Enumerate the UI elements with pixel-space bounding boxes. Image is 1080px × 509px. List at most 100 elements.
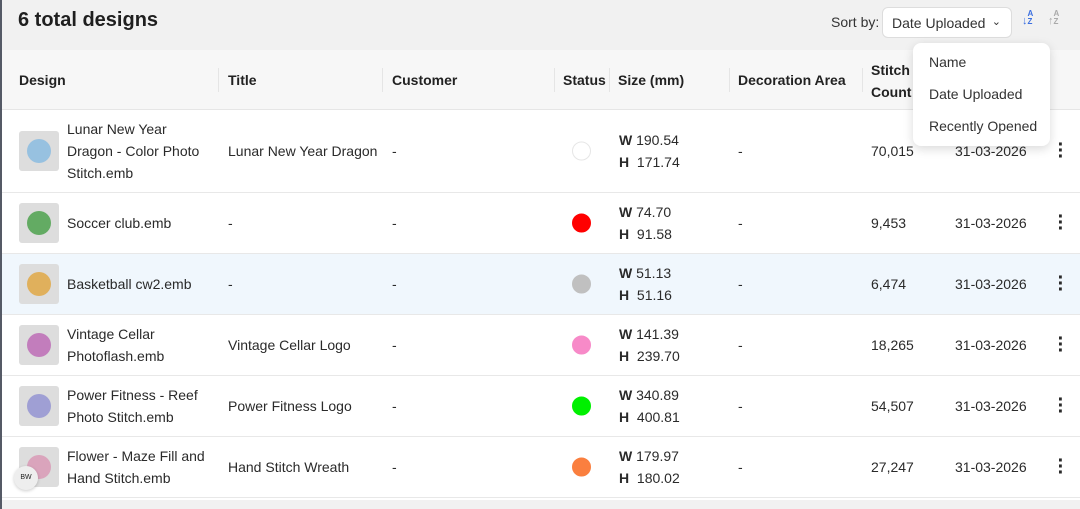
design-title: Vintage Cellar Logo bbox=[228, 337, 351, 353]
sort-option-recently-opened[interactable]: Recently Opened bbox=[929, 118, 1038, 134]
sort-select[interactable]: Date Uploaded ⌄ bbox=[882, 7, 1012, 38]
width-value: 141.39 bbox=[636, 326, 679, 342]
width-label: W bbox=[619, 265, 633, 281]
size: W 190.54 H 171.74 bbox=[619, 129, 680, 173]
status-dot bbox=[572, 141, 591, 161]
height-label: H bbox=[619, 348, 630, 364]
stitch-count: 9,453 bbox=[871, 215, 907, 231]
height-value: 180.02 bbox=[636, 470, 680, 486]
more-options-icon[interactable]: · · · bbox=[1057, 267, 1065, 301]
sort-option-date-uploaded[interactable]: Date Uploaded bbox=[929, 86, 1023, 102]
customer: - bbox=[392, 143, 397, 159]
height-value: 171.74 bbox=[636, 154, 680, 170]
design-name[interactable]: Vintage Cellar Photoflash.emb bbox=[67, 326, 165, 364]
col-stitch[interactable]: Stitch Count bbox=[871, 62, 912, 100]
stitch-count: 54,507 bbox=[871, 398, 914, 414]
decoration-area: - bbox=[738, 215, 743, 231]
size: W 74.70 H 91.58 bbox=[619, 201, 672, 245]
height-label: H bbox=[619, 470, 630, 486]
stitch-count: 70,015 bbox=[871, 143, 914, 159]
design-name[interactable]: Power Fitness - Reef Photo Stitch.emb bbox=[67, 387, 198, 425]
design-thumbnail bbox=[19, 203, 59, 243]
sort-az-up-icon[interactable]: ↑A Z bbox=[1048, 9, 1060, 27]
decoration-area: - bbox=[738, 337, 743, 353]
height-value: 239.70 bbox=[636, 348, 680, 364]
sort-label: Sort by: bbox=[831, 14, 880, 30]
date-uploaded: 31-03-2026 bbox=[955, 459, 1027, 475]
status-dot bbox=[572, 335, 591, 355]
col-size[interactable]: Size (mm) bbox=[618, 72, 685, 88]
size: W 340.89 H 400.81 bbox=[619, 384, 680, 428]
table-row[interactable]: Soccer club.emb - - W 74.70 H 91.58 - 9,4… bbox=[2, 193, 1080, 254]
width-label: W bbox=[619, 204, 633, 220]
decoration-area: - bbox=[738, 398, 743, 414]
size: W 179.97 H 180.02 bbox=[619, 445, 680, 489]
status-dot bbox=[572, 274, 591, 294]
sort-value: Date Uploaded bbox=[892, 15, 986, 31]
height-label: H bbox=[619, 287, 630, 303]
date-uploaded: 31-03-2026 bbox=[955, 215, 1027, 231]
design-title: - bbox=[228, 276, 233, 292]
table-row[interactable]: Vintage Cellar Photoflash.emb Vintage Ce… bbox=[2, 315, 1080, 376]
more-options-icon[interactable]: · · · bbox=[1057, 328, 1065, 362]
width-value: 74.70 bbox=[636, 204, 672, 220]
height-value: 51.16 bbox=[636, 287, 672, 303]
date-uploaded: 31-03-2026 bbox=[955, 143, 1027, 159]
design-thumbnail bbox=[19, 386, 59, 426]
width-value: 179.97 bbox=[636, 448, 679, 464]
sort-option-name[interactable]: Name bbox=[929, 54, 967, 70]
chevron-down-icon: ⌄ bbox=[991, 16, 1001, 28]
customer: - bbox=[392, 459, 397, 475]
design-thumbnail bbox=[19, 264, 59, 304]
width-label: W bbox=[619, 326, 633, 342]
design-name[interactable]: Soccer club.emb bbox=[67, 215, 172, 231]
table-header: Design Title Customer Status Size (mm) D… bbox=[2, 50, 1080, 110]
table-row[interactable]: Flower - Maze Fill and Hand Stitch.emb H… bbox=[2, 437, 1080, 498]
col-decoration[interactable]: Decoration Area bbox=[738, 72, 846, 88]
more-options-icon[interactable]: · · · bbox=[1057, 134, 1065, 168]
col-design[interactable]: Design bbox=[19, 72, 66, 88]
col-status[interactable]: Status bbox=[563, 72, 606, 88]
design-thumbnail bbox=[19, 325, 59, 365]
height-label: H bbox=[619, 226, 630, 242]
customer: - bbox=[392, 276, 397, 292]
status-dot bbox=[572, 396, 591, 416]
width-label: W bbox=[619, 132, 633, 148]
customer: - bbox=[392, 337, 397, 353]
customer: - bbox=[392, 215, 397, 231]
date-uploaded: 31-03-2026 bbox=[955, 337, 1027, 353]
height-value: 400.81 bbox=[636, 409, 680, 425]
date-uploaded: 31-03-2026 bbox=[955, 276, 1027, 292]
stitch-count: 18,265 bbox=[871, 337, 914, 353]
col-customer[interactable]: Customer bbox=[392, 72, 458, 88]
width-label: W bbox=[619, 387, 633, 403]
height-label: H bbox=[619, 154, 630, 170]
design-title: Power Fitness Logo bbox=[228, 398, 352, 414]
sort-dropdown-menu: Name Date Uploaded Recently Opened bbox=[913, 43, 1050, 146]
status-dot bbox=[572, 213, 591, 233]
sort-az-down-icon[interactable]: ↓A Z bbox=[1022, 9, 1034, 27]
design-name[interactable]: Basketball cw2.emb bbox=[67, 276, 192, 292]
designs-table: Design Title Customer Status Size (mm) D… bbox=[2, 50, 1080, 500]
design-name[interactable]: Lunar New Year Dragon - Color Photo Stit… bbox=[67, 121, 200, 181]
more-options-icon[interactable]: · · · bbox=[1057, 206, 1065, 240]
stitch-count: 27,247 bbox=[871, 459, 914, 475]
user-avatar-badge[interactable]: BW bbox=[14, 466, 38, 490]
design-name[interactable]: Flower - Maze Fill and Hand Stitch.emb bbox=[67, 448, 205, 486]
more-options-icon[interactable]: · · · bbox=[1057, 450, 1065, 484]
size: W 141.39 H 239.70 bbox=[619, 323, 680, 367]
customer: - bbox=[392, 398, 397, 414]
decoration-area: - bbox=[738, 459, 743, 475]
toolbar: 6 total designs Sort by: Date Uploaded ⌄ … bbox=[2, 0, 1080, 44]
date-uploaded: 31-03-2026 bbox=[955, 398, 1027, 414]
table-row[interactable]: Power Fitness - Reef Photo Stitch.emb Po… bbox=[2, 376, 1080, 437]
more-options-icon[interactable]: · · · bbox=[1057, 389, 1065, 423]
col-title[interactable]: Title bbox=[228, 72, 257, 88]
width-value: 51.13 bbox=[636, 265, 672, 281]
decoration-area: - bbox=[738, 143, 743, 159]
design-thumbnail bbox=[19, 131, 59, 171]
table-row[interactable]: Lunar New Year Dragon - Color Photo Stit… bbox=[2, 110, 1080, 193]
status-dot bbox=[572, 457, 591, 477]
table-row[interactable]: Basketball cw2.emb - - W 51.13 H 51.16 - … bbox=[2, 254, 1080, 315]
design-title: - bbox=[228, 215, 233, 231]
